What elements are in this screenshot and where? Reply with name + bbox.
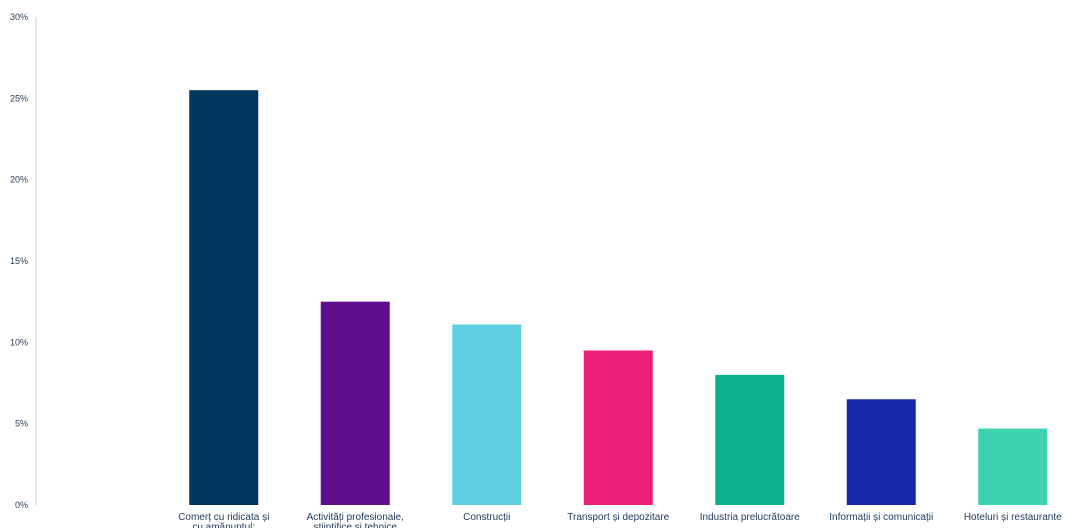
y-tick-label: 15% [10, 256, 28, 266]
y-tick-label: 25% [10, 93, 28, 103]
x-category-label: Industria prelucrătoare [700, 512, 800, 523]
x-category-label: Transport și depozitare [567, 512, 669, 523]
y-tick-label: 10% [10, 337, 28, 347]
x-axis-labels: Comerț cu ridicata și cu amănuntul; Activi… [178, 512, 1062, 528]
x-category-label: Construcții [463, 512, 510, 523]
y-tick-label: 30% [10, 12, 28, 22]
x-category-label: Informații și comunicații [829, 512, 933, 523]
y-axis: 0% 5% 10% 15% 20% 25% 30% [10, 12, 37, 510]
y-tick-label: 5% [15, 419, 28, 429]
x-category-label: Comerț cu ridicata și cu amănuntul; [178, 512, 269, 528]
bar [452, 324, 522, 505]
bar [320, 301, 390, 505]
x-category-label: Hoteluri și restaurante [964, 512, 1062, 523]
bar [978, 428, 1048, 505]
bar [846, 399, 916, 505]
bar [189, 90, 259, 505]
bar [715, 374, 785, 505]
y-tick-label: 20% [10, 175, 28, 185]
bars [189, 90, 1048, 505]
y-tick-label: 0% [15, 500, 28, 510]
bar [583, 350, 653, 505]
x-category-label: Activități profesionale, științifice și t… [307, 512, 404, 528]
